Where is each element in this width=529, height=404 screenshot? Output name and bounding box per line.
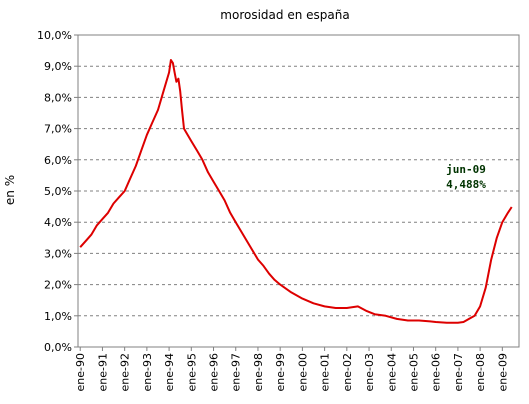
y-tick-label: 2,0% <box>44 279 72 292</box>
y-tick-label: 3,0% <box>44 247 72 260</box>
x-tick-label: ene-06 <box>430 353 443 391</box>
annotation-date: jun-09 <box>446 163 486 176</box>
x-tick-label: ene-00 <box>296 353 309 391</box>
x-tick-label: ene-94 <box>163 353 176 391</box>
x-tick-label: ene-92 <box>119 353 132 391</box>
y-tick-label: 10,0% <box>37 29 72 42</box>
x-tick-label: ene-09 <box>496 353 509 391</box>
y-tick-label: 4,0% <box>44 216 72 229</box>
y-axis-ticks: 0,0% 1,0% 2,0% 3,0% 4,0% 5,0% 6,0% 7,0% 8,0% 9,0%… <box>37 29 78 354</box>
y-tick-label: 6,0% <box>44 154 72 167</box>
chart-title: morosidad en españa <box>220 8 349 22</box>
x-tick-label: ene-05 <box>407 353 420 391</box>
x-tick-label: ene-90 <box>74 353 87 391</box>
y-tick-label: 0,0% <box>44 341 72 354</box>
y-tick-label: 5,0% <box>44 185 72 198</box>
y-tick-label: 8,0% <box>44 91 72 104</box>
x-tick-label: ene-99 <box>274 353 287 391</box>
y-axis-label: en % <box>3 175 17 205</box>
x-axis-ticks: ene-90 ene-91 ene-92 ene-93 ene-94 ene-95 ene-… <box>74 347 509 391</box>
x-tick-label: ene-02 <box>341 353 354 391</box>
annotation-value: 4,488% <box>446 178 486 191</box>
x-tick-label: ene-03 <box>363 353 376 391</box>
x-tick-label: ene-08 <box>474 353 487 391</box>
x-tick-label: ene-07 <box>452 353 465 391</box>
annotation: jun-09 4,488% <box>446 163 486 191</box>
series-line-morosidad <box>79 59 513 324</box>
y-tick-label: 9,0% <box>44 60 72 73</box>
x-tick-label: ene-98 <box>252 353 265 391</box>
x-tick-label: ene-04 <box>385 353 398 391</box>
y-tick-label: 7,0% <box>44 123 72 136</box>
y-tick-label: 1,0% <box>44 310 72 323</box>
x-tick-label: ene-97 <box>230 353 243 391</box>
x-tick-label: ene-95 <box>185 353 198 391</box>
gridlines <box>78 65 519 317</box>
x-tick-label: ene-01 <box>319 353 332 391</box>
x-tick-label: ene-91 <box>96 353 109 391</box>
x-tick-label: ene-96 <box>208 353 221 391</box>
x-tick-label: ene-93 <box>141 353 154 391</box>
